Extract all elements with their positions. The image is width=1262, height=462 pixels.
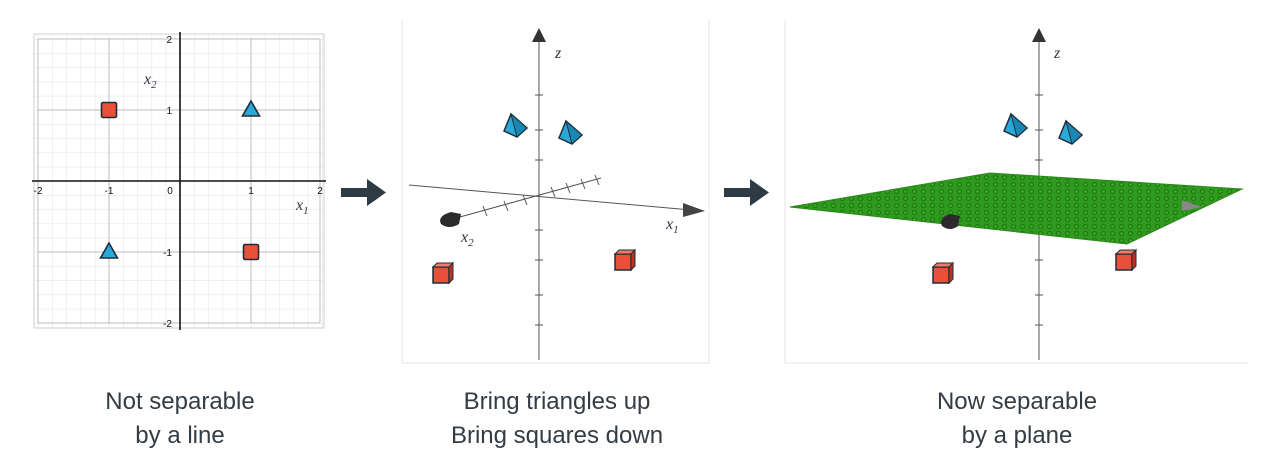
panel-3d-plane: z (784, 20, 1250, 365)
cube-side-face (948, 261, 954, 285)
panel-2d-plot: -2 -1 0 1 2 2 1 -1 -2 x1 x2 (30, 30, 330, 335)
caption-line: Not separable (105, 388, 255, 415)
x2-axis-label: x2 (460, 229, 474, 249)
x1-axis (408, 184, 692, 211)
triangle-face (565, 119, 583, 145)
z-axis-cone (1032, 28, 1046, 42)
x-tick-label: 1 (248, 186, 254, 197)
y-tick-label: 2 (166, 35, 172, 46)
x-axis-label: x1 (295, 197, 309, 217)
triangle-point (241, 99, 261, 117)
cube-side-face (448, 261, 454, 285)
square-point (932, 266, 950, 284)
square-point (614, 253, 632, 271)
x-tick-label: 2 (317, 186, 323, 197)
x2-axis-ticks (482, 174, 600, 217)
square-point (242, 243, 260, 261)
z-axis-cone (532, 28, 546, 42)
data-points-above-plane (1003, 112, 1084, 145)
x-tick-label: -2 (34, 186, 43, 197)
data-points-below-plane (931, 248, 1138, 285)
data-points-3d (431, 112, 637, 285)
caption-line: Bring triangles up (463, 388, 651, 415)
caption-panel-3: Now separable by a plane (784, 385, 1250, 453)
scene-3d-lifted: z x1 x2 (401, 20, 710, 364)
caption-panel-1: Not separable by a line (30, 385, 330, 453)
triangle-face (1065, 119, 1083, 145)
caption-line: Now separable (936, 388, 1098, 415)
cube-side-face (630, 248, 636, 272)
z-axis-ticks (1035, 94, 1043, 326)
triangle-face (510, 112, 528, 138)
z-axis-label: z (1053, 45, 1061, 62)
x-tick-label: 0 (167, 186, 173, 197)
y-tick-label: -2 (163, 319, 172, 330)
z-axis-ticks (535, 94, 543, 326)
right-arrow-icon (341, 178, 387, 208)
right-arrow-icon (724, 178, 770, 208)
separating-plane (789, 172, 1244, 245)
scatter-plot-2d: -2 -1 0 1 2 2 1 -1 -2 x1 x2 (32, 32, 326, 330)
x2-axis-cone (941, 214, 960, 229)
y-axis-label: x2 (143, 71, 157, 91)
y-tick-label: -1 (163, 248, 172, 259)
x1-axis-cone (1182, 200, 1202, 211)
x1-axis-cone (683, 203, 705, 217)
cube-side-face (1131, 248, 1137, 272)
caption-line: by a line (135, 422, 225, 449)
y-tick-label: 1 (166, 106, 172, 117)
panel-3d-lifted: z x1 x2 (401, 20, 713, 365)
x1-axis-label: x1 (665, 216, 679, 236)
square-point (432, 266, 450, 284)
square-point (100, 101, 118, 119)
z-axis-label: z (554, 45, 562, 62)
triangle-face (1010, 112, 1028, 138)
x-tick-label: -1 (105, 186, 114, 197)
x2-axis-cone (440, 212, 461, 227)
caption-line: by a plane (961, 422, 1073, 449)
data-points (99, 99, 261, 261)
caption-panel-2: Bring triangles up Bring squares down (401, 385, 713, 453)
triangle-point (99, 241, 119, 259)
square-point (1115, 253, 1133, 271)
caption-line: Bring squares down (450, 422, 664, 449)
scene-3d-plane: z (784, 20, 1248, 364)
